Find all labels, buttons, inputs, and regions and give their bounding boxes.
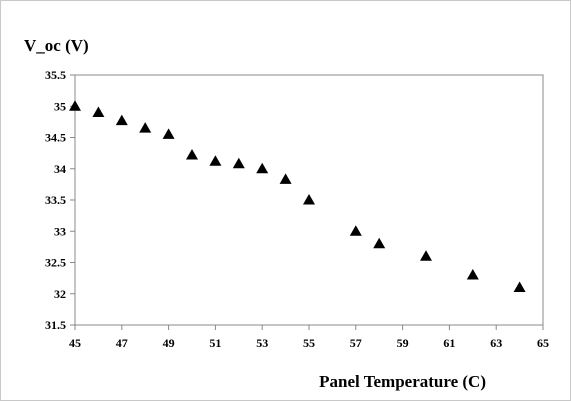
y-axis-title: V_oc (V) bbox=[24, 36, 89, 55]
y-axis: 35.5 35 34.5 34 33.5 33 32.5 32 31.5 bbox=[45, 68, 75, 332]
y-tick-label: 33.5 bbox=[45, 193, 66, 207]
x-axis-title: Panel Temperature (C) bbox=[319, 372, 486, 391]
data-point bbox=[349, 225, 362, 236]
data-point bbox=[420, 250, 432, 261]
x-tick-label: 49 bbox=[163, 336, 175, 350]
x-tick-label: 61 bbox=[443, 336, 455, 350]
data-point bbox=[303, 194, 315, 205]
x-tick-label: 45 bbox=[69, 336, 81, 350]
y-tick-label: 35.5 bbox=[45, 68, 66, 82]
x-tick-label: 57 bbox=[350, 336, 362, 350]
data-point bbox=[69, 100, 81, 111]
x-tick-label: 63 bbox=[490, 336, 502, 350]
x-tick-label: 59 bbox=[397, 336, 409, 350]
data-point bbox=[139, 122, 152, 133]
data-point bbox=[279, 173, 292, 184]
y-tick-label: 31.5 bbox=[45, 318, 66, 332]
y-tick-label: 32.5 bbox=[45, 256, 66, 270]
data-point bbox=[373, 237, 386, 249]
data-point bbox=[162, 128, 175, 139]
y-tick-label: 35 bbox=[54, 99, 66, 113]
data-point bbox=[513, 281, 526, 292]
data-point bbox=[92, 106, 105, 117]
data-point bbox=[209, 155, 222, 166]
x-tick-label: 53 bbox=[256, 336, 268, 350]
y-tick-label: 34.5 bbox=[45, 131, 66, 145]
data-point bbox=[186, 149, 198, 160]
x-tick-label: 51 bbox=[209, 336, 221, 350]
data-points bbox=[69, 100, 526, 292]
data-point bbox=[256, 162, 269, 174]
x-tick-label: 47 bbox=[116, 336, 128, 350]
x-tick-label: 55 bbox=[303, 336, 315, 350]
x-axis: 45 47 49 51 53 55 57 59 61 63 65 bbox=[69, 325, 549, 350]
y-tick-label: 34 bbox=[54, 162, 66, 176]
y-tick-label: 33 bbox=[54, 224, 66, 238]
data-point bbox=[115, 114, 128, 126]
data-point bbox=[232, 157, 245, 169]
data-point bbox=[466, 269, 479, 280]
x-tick-label: 65 bbox=[537, 336, 549, 350]
y-tick-label: 32 bbox=[54, 287, 66, 301]
